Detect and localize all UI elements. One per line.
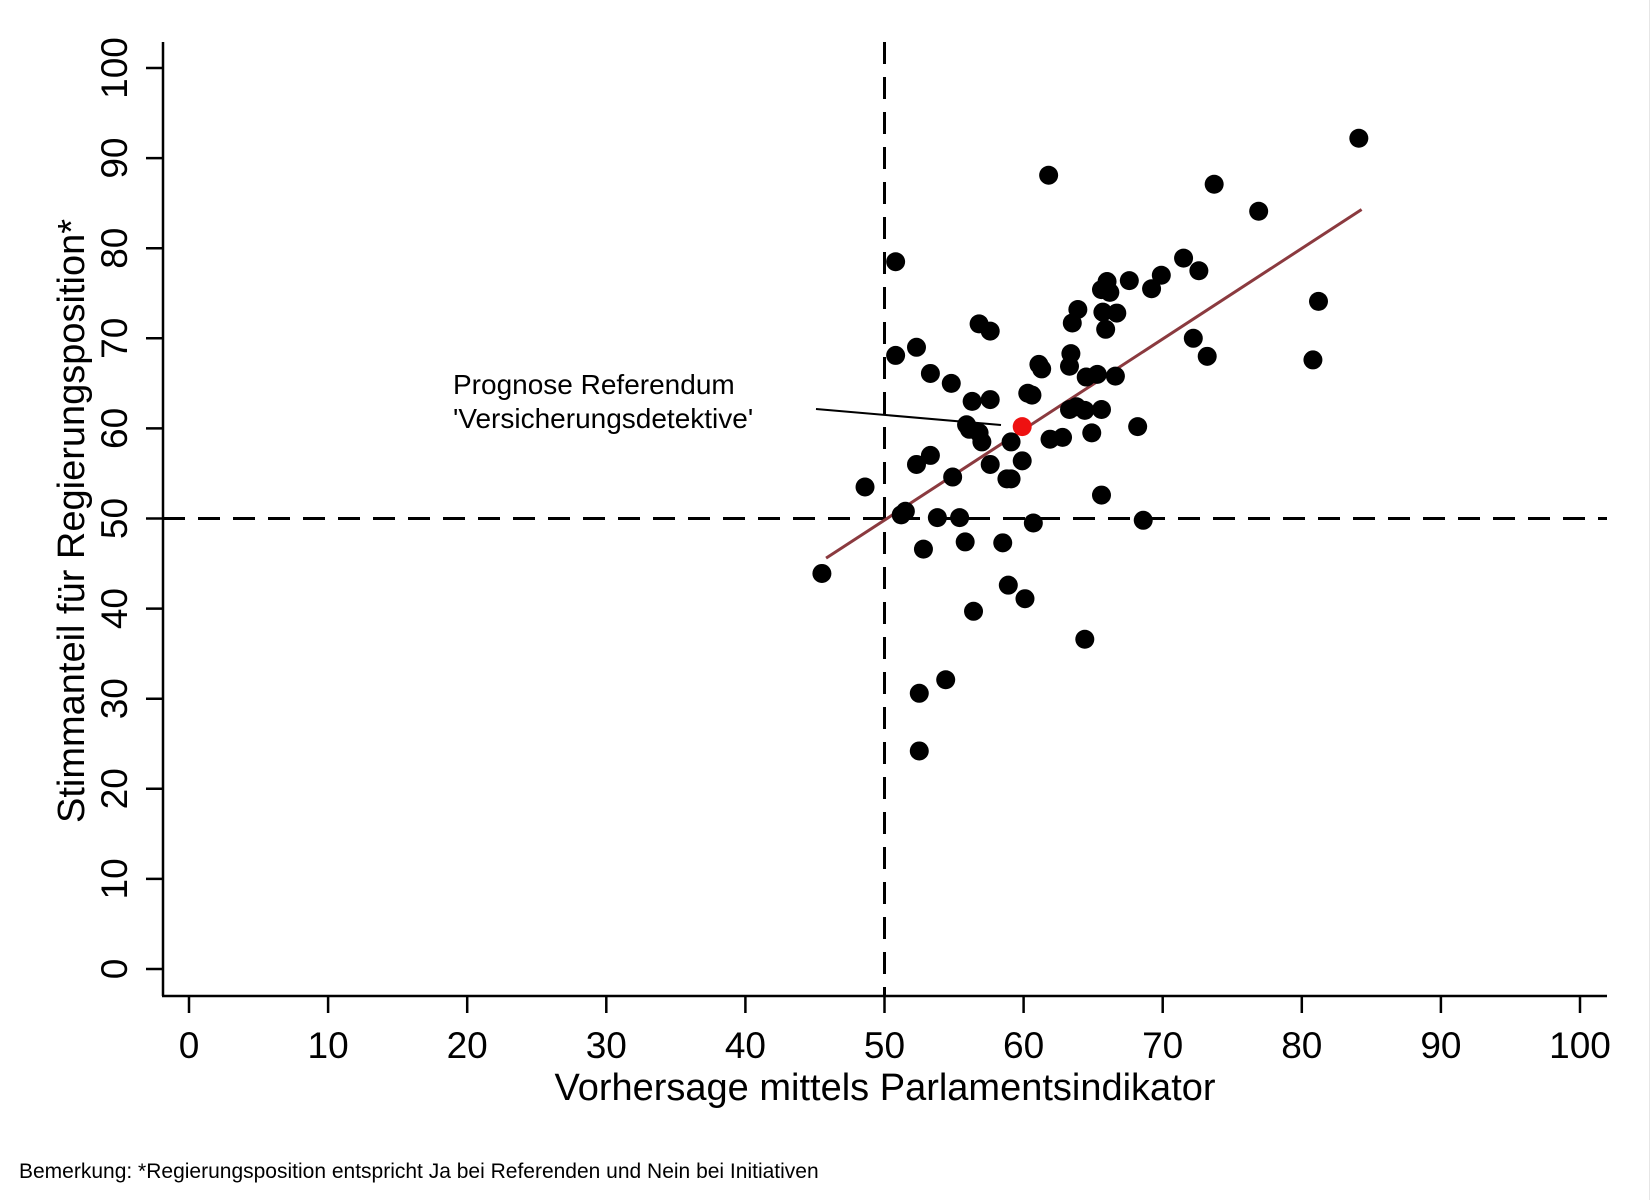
y-tick-label: 50: [94, 498, 135, 539]
data-point: [1151, 265, 1171, 285]
data-point: [1068, 299, 1088, 319]
data-point: [920, 363, 940, 383]
annotation: Prognose Referendum 'Versicherungsdetekt…: [453, 369, 1002, 434]
data-point: [1039, 165, 1059, 185]
data-point: [906, 454, 926, 474]
data-point: [962, 391, 982, 411]
data-point: [998, 575, 1018, 595]
data-point: [1174, 248, 1194, 268]
y-tick-label: 90: [94, 138, 135, 179]
data-point: [1023, 513, 1043, 533]
x-tick-label: 50: [864, 1025, 905, 1066]
data-point: [980, 321, 1000, 341]
data-point: [980, 454, 1000, 474]
data-point: [980, 390, 1000, 410]
data-point: [1142, 279, 1162, 299]
data-point: [920, 445, 940, 465]
data-point: [993, 533, 1013, 553]
data-point: [906, 337, 926, 357]
y-tick-label: 60: [94, 408, 135, 449]
annotation-label-line2: 'Versicherungsdetektive': [453, 403, 753, 434]
x-tick-label: 0: [179, 1025, 200, 1066]
data-point: [1022, 385, 1042, 405]
data-point: [1119, 271, 1139, 291]
data-point: [1303, 350, 1323, 370]
x-tick-label: 90: [1420, 1025, 1461, 1066]
y-tick-label: 80: [94, 228, 135, 269]
data-point: [964, 601, 984, 621]
data-point: [1183, 328, 1203, 348]
data-point: [886, 252, 906, 272]
data-point: [1100, 282, 1120, 302]
data-point: [943, 467, 963, 487]
annotation-leader-line: [815, 408, 1002, 426]
x-tick-label: 80: [1281, 1025, 1322, 1066]
data-point: [1075, 629, 1095, 649]
data-point: [955, 532, 975, 552]
data-point: [1197, 346, 1217, 366]
data-point: [1308, 291, 1328, 311]
y-tick-label: 40: [94, 588, 135, 629]
data-point: [1032, 359, 1052, 379]
data-point: [1082, 423, 1102, 443]
data-point: [886, 345, 906, 365]
y-tick-label: 30: [94, 678, 135, 719]
data-point: [950, 508, 970, 528]
data-point: [1189, 261, 1209, 281]
data-point: [1015, 589, 1035, 609]
data-point: [1001, 469, 1021, 489]
data-point: [1012, 451, 1032, 471]
data-point: [936, 670, 956, 690]
data-point: [812, 563, 832, 583]
y-tick-label: 100: [94, 37, 135, 99]
y-tick-label: 0: [94, 959, 135, 980]
data-point: [1133, 510, 1153, 530]
fit-line: [825, 208, 1363, 560]
data-point: [913, 539, 933, 559]
data-point: [927, 508, 947, 528]
y-axis-title: Stimmanteil für Regierungsposition*: [51, 219, 93, 823]
x-tick-label: 100: [1549, 1025, 1611, 1066]
y-tick-label: 20: [94, 768, 135, 809]
x-tick-label: 40: [725, 1025, 766, 1066]
data-point: [1091, 485, 1111, 505]
x-axis-title: Vorhersage mittels Parlamentsindikator: [554, 1067, 1215, 1109]
x-tick-label: 30: [586, 1025, 627, 1066]
data-point: [895, 501, 915, 521]
data-point: [972, 432, 992, 452]
data-point: [1105, 366, 1125, 386]
data-point: [909, 683, 929, 703]
data-point: [1128, 417, 1148, 437]
data-point: [1093, 302, 1113, 322]
x-tick-label: 70: [1142, 1025, 1183, 1066]
data-point: [1107, 303, 1127, 323]
data-point: [941, 373, 961, 393]
data-point: [1349, 128, 1369, 148]
footnote: Bemerkung: *Regierungsposition entsprich…: [19, 1160, 819, 1183]
data-point: [909, 741, 929, 761]
data-point: [1001, 432, 1021, 452]
data-point: [1053, 427, 1073, 447]
annotation-label-line1: Prognose Referendum: [453, 369, 735, 400]
data-points: [812, 128, 1369, 761]
data-point: [855, 477, 875, 497]
y-tick-label: 10: [94, 858, 135, 899]
data-point: [1096, 319, 1116, 339]
data-point: [1091, 399, 1111, 419]
data-point: [1249, 201, 1269, 221]
data-point: [1061, 344, 1081, 364]
data-point: [1075, 400, 1095, 420]
data-point: [1087, 364, 1107, 384]
x-tick-label: 60: [1003, 1025, 1044, 1066]
x-tick-label: 10: [308, 1025, 349, 1066]
highlight-point: [1012, 417, 1032, 437]
y-tick-label: 70: [94, 318, 135, 359]
data-point: [1204, 174, 1224, 194]
x-tick-label: 20: [447, 1025, 488, 1066]
